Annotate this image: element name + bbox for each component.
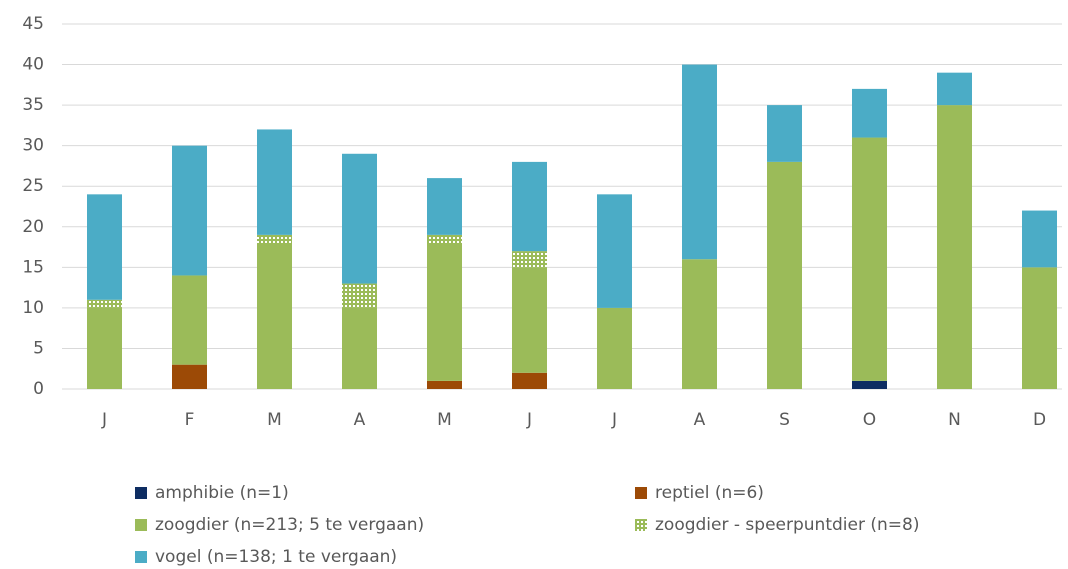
legend-label: zoogdier - speerpuntdier (n=8)	[655, 515, 919, 535]
bar-segment	[427, 234, 462, 243]
y-tick-label: 40	[22, 55, 44, 75]
bar-segment	[342, 153, 377, 284]
bar-segment	[427, 380, 462, 389]
x-tick-label: J	[526, 410, 532, 430]
x-tick-label: J	[101, 410, 107, 430]
legend-label: reptiel (n=6)	[655, 483, 764, 503]
bar-segment	[852, 88, 887, 138]
bar-segment	[937, 72, 972, 106]
x-tick-label: O	[863, 410, 876, 430]
bar-segment	[1022, 210, 1057, 268]
legend-label: vogel (n=138; 1 te vergaan)	[155, 547, 397, 567]
bar-segment	[597, 194, 632, 308]
x-tick-label: J	[611, 410, 617, 430]
legend-swatch	[135, 487, 147, 499]
bar-segment	[172, 145, 207, 276]
bar-segment	[257, 243, 292, 389]
y-tick-label: 15	[22, 257, 44, 277]
legend-label: zoogdier (n=213; 5 te vergaan)	[155, 515, 424, 535]
x-tick-label: F	[185, 410, 195, 430]
y-tick-label: 0	[33, 379, 44, 399]
bar-segment	[427, 178, 462, 235]
bar-segment	[512, 372, 547, 389]
bar-segment	[512, 267, 547, 373]
bar-segment	[682, 64, 717, 260]
x-tick-label: N	[948, 410, 961, 430]
y-tick-label: 45	[22, 14, 44, 34]
x-tick-label: M	[267, 410, 282, 430]
x-tick-label: D	[1033, 410, 1046, 430]
y-tick-label: 20	[22, 217, 44, 237]
bar-segment	[767, 105, 802, 162]
bar-segment	[257, 234, 292, 243]
legend-label: amphibie (n=1)	[155, 483, 289, 503]
legend-swatch	[635, 487, 647, 499]
x-tick-label: M	[437, 410, 452, 430]
y-tick-label: 10	[22, 298, 44, 318]
legend-swatch	[635, 519, 647, 531]
bar-segment	[342, 283, 377, 308]
y-tick-label: 5	[33, 338, 44, 358]
bar-segment	[512, 161, 547, 252]
bar-segment	[852, 137, 887, 381]
bar-segment	[597, 307, 632, 389]
y-tick-label: 25	[22, 176, 44, 196]
x-tick-label: S	[779, 410, 790, 430]
x-tick-label: A	[354, 410, 366, 430]
bar-segment	[87, 299, 122, 308]
y-tick-label: 35	[22, 95, 44, 115]
bar-segment	[512, 251, 547, 268]
bar-segment	[172, 364, 207, 389]
bar-segment	[937, 105, 972, 389]
bar-segment	[172, 275, 207, 365]
bar-segment	[767, 161, 802, 389]
legend-swatch	[135, 519, 147, 531]
bar-segment	[87, 194, 122, 300]
bar-segment	[257, 129, 292, 235]
bar-segment	[852, 380, 887, 389]
bar-segment	[87, 307, 122, 389]
bar-segment	[427, 243, 462, 381]
bar-segment	[342, 307, 377, 389]
legend-swatch	[135, 551, 147, 563]
x-tick-label: A	[694, 410, 706, 430]
bar-segment	[1022, 267, 1057, 389]
y-tick-label: 30	[22, 136, 44, 156]
bar-segment	[682, 259, 717, 389]
